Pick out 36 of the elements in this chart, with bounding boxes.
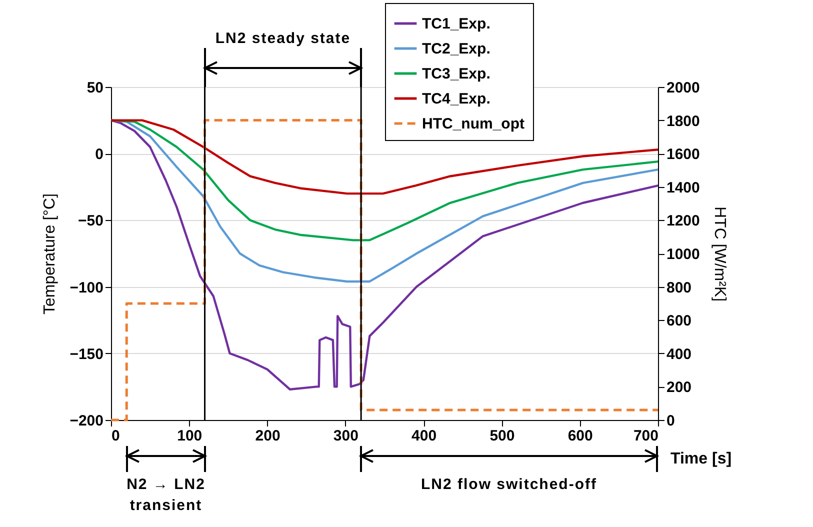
- x-tick-label: 0: [112, 428, 120, 444]
- y2-tick-label: 1600: [666, 146, 700, 164]
- text: LN2 flow switched-off: [420, 475, 598, 495]
- y-tick-label: −50: [78, 212, 104, 230]
- y-tick-label: −150: [70, 346, 104, 363]
- y2-tick-label: 0: [666, 412, 675, 430]
- legend-label: TC3_Exp.: [422, 66, 490, 82]
- y2-axis-title: HTC [W/m²K]: [710, 206, 728, 302]
- y-tick-label: −100: [70, 279, 104, 296]
- x-axis-title: Time [s]: [670, 450, 732, 468]
- y-axis-title: Temperature [°C]: [42, 193, 59, 315]
- y2-tick-label: 800: [666, 279, 692, 296]
- y2-tick-label: 1000: [666, 246, 700, 263]
- x-tick-label: 400: [412, 428, 437, 444]
- text: LN2 steady state: [214, 29, 352, 49]
- y2-tick-label: 400: [666, 346, 692, 363]
- x-tick-label: 300: [333, 428, 358, 444]
- text: N2 → LN2 transient: [126, 475, 206, 516]
- x-tick-label: 100: [177, 428, 202, 444]
- y2-tick-label: 1200: [666, 212, 700, 230]
- legend-label: HTC_num_opt: [422, 116, 524, 132]
- y2-tick-label: 200: [666, 379, 692, 396]
- y2-tick-label: 1800: [666, 112, 700, 130]
- y-tick-label: 50: [86, 80, 104, 96]
- y2-tick-label: 1400: [666, 179, 700, 196]
- x-tick-label: 500: [490, 428, 515, 444]
- x-tick-label: 200: [255, 428, 280, 444]
- y2-tick-label: 600: [666, 312, 692, 330]
- y-tick-label: −200: [70, 412, 104, 430]
- x-tick-label: 600: [568, 428, 593, 444]
- legend-label: TC2_Exp.: [422, 40, 490, 58]
- legend-label: TC1_Exp.: [422, 16, 490, 32]
- x-tick-label: 700: [633, 428, 658, 444]
- y-tick-label: 0: [95, 146, 104, 164]
- legend-label: TC4_Exp.: [422, 90, 490, 108]
- y2-tick-label: 2000: [666, 80, 700, 96]
